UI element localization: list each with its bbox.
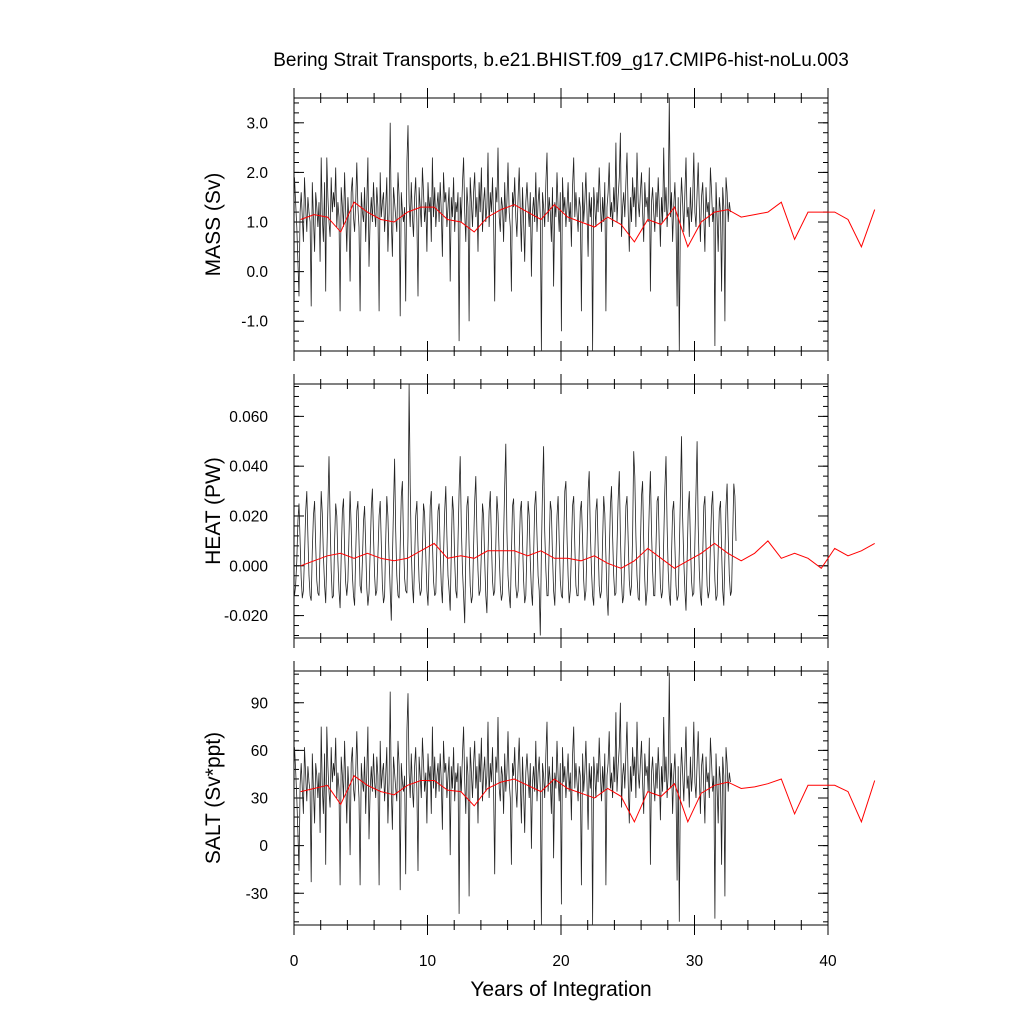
- figure-title: Bering Strait Transports, b.e21.BHIST.f0…: [273, 50, 849, 71]
- y-tick-label: 0.000: [229, 558, 268, 575]
- y-tick-label: 0: [259, 838, 268, 855]
- y-tick-label: 0.020: [229, 508, 268, 525]
- y-tick-label: 0.060: [229, 409, 268, 426]
- monthly-series-line: [294, 672, 731, 926]
- x-axis: [293, 88, 829, 361]
- monthly-series-line: [294, 383, 737, 636]
- x-tick-label: 30: [686, 953, 704, 970]
- x-tick-label: 40: [819, 953, 837, 970]
- y-axis: -0.020 0.000 0.020 0.040 0.060: [224, 385, 828, 637]
- y-tick-label: 2.0: [246, 165, 268, 182]
- y-tick-label: -0.020: [224, 608, 268, 625]
- x-tick-label: 20: [552, 953, 570, 970]
- y-axis: -1.0 0.0 1.0 2.0 3.0: [241, 102, 828, 352]
- plot-area: [294, 383, 875, 636]
- y-tick-label: 90: [251, 695, 269, 712]
- panel-salt: -30 0 30 60 90 0 10 20 30 40 SALT (Sv*ppt): [202, 661, 876, 970]
- y-tick-label: 0.0: [246, 264, 268, 281]
- y-axis-label: HEAT (PW): [202, 457, 225, 565]
- x-tick-label: 0: [290, 953, 299, 970]
- plot-frame: [293, 383, 829, 639]
- panel-mass: -1.0 0.0 1.0 2.0 3.0 MASS (Sv): [202, 88, 876, 361]
- x-axis-label: Years of Integration: [470, 978, 651, 1001]
- y-axis: -30 0 30 60 90: [246, 673, 828, 923]
- y-axis-label: MASS (Sv): [202, 173, 225, 277]
- plot-area: [294, 97, 876, 352]
- y-tick-label: 60: [251, 743, 269, 760]
- y-tick-label: 0.040: [229, 459, 268, 476]
- plot-area: [294, 672, 876, 926]
- y-tick-label: 1.0: [246, 215, 268, 232]
- annual-mean-line: [300, 775, 876, 824]
- y-tick-label: 30: [251, 791, 269, 808]
- y-tick-label: -1.0: [241, 314, 268, 331]
- monthly-series-line: [294, 97, 731, 352]
- y-tick-label: 3.0: [246, 115, 268, 132]
- y-tick-label: -30: [246, 886, 269, 903]
- annual-mean-line: [300, 201, 876, 249]
- x-tick-label: 10: [419, 953, 437, 970]
- annual-mean-line: [300, 540, 875, 570]
- y-axis-label: SALT (Sv*ppt): [202, 732, 225, 864]
- panel-heat: -0.020 0.000 0.020 0.040 0.060 HEAT (PW): [202, 374, 875, 648]
- x-axis: [293, 374, 829, 648]
- x-axis: 0 10 20 30 40: [290, 661, 837, 970]
